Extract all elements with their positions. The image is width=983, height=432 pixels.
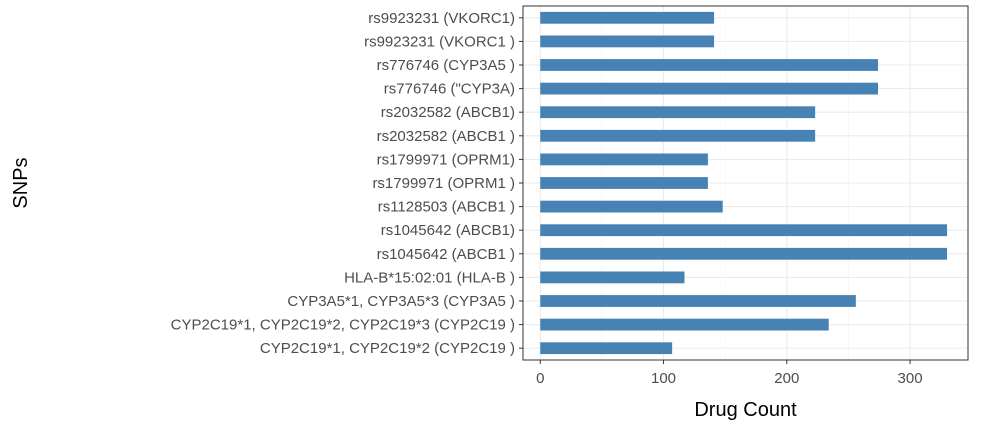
x-tick-label: 300 [898,370,923,387]
y-tick-label: rs1128503 (ABCB1 ) [378,199,515,216]
bar [540,295,856,307]
y-axis-title: SNPs [10,157,32,208]
bar [540,177,708,189]
bar [540,271,685,284]
y-tick-label: CYP3A5*1, CYP3A5*3 (CYP3A5 ) [287,293,515,310]
y-tick-label: rs1799971 (OPRM1) [377,151,515,168]
y-tick-label: rs2032582 (ABCB1 ) [377,128,515,145]
y-tick-label: rs2032582 (ABCB1) [381,104,515,121]
y-tick-label: rs1045642 (ABCB1) [381,222,515,239]
bar [540,35,715,48]
y-tick-label: CYP2C19*1, CYP2C19*2 (CYP2C19 ) [260,340,515,357]
bar [540,342,673,355]
x-tick-label: 200 [774,370,799,387]
y-tick-label: rs776746 (CYP3A5 ) [377,57,515,74]
y-tick-label: rs776746 ("CYP3A) [384,81,515,98]
y-axis: rs9923231 (VKORC1) rs9923231 (VKORC1 ) rs7… [171,10,523,357]
bar [540,59,879,71]
x-tick-label: 100 [651,370,676,387]
y-tick-label: rs1045642 (ABCB1 ) [377,246,515,263]
bar [540,106,816,119]
y-tick-label: CYP2C19*1, CYP2C19*2, CYP2C19*3 (CYP2C19… [171,317,515,334]
bars [540,11,948,355]
y-tick-label: rs9923231 (VKORC1 ) [364,33,515,50]
bar [540,200,723,213]
bar [540,82,879,95]
x-tick-label: 0 [536,370,544,387]
y-tick-label: HLA-B*15:02:01 (HLA-B ) [344,269,515,286]
x-axis: 0 100 200 300 [536,360,923,387]
bar [540,129,816,142]
y-tick-label: rs9923231 (VKORC1) [368,10,515,27]
bar [540,11,715,24]
bar [540,224,948,237]
bar [540,247,948,260]
bar [540,153,708,166]
y-tick-label: rs1799971 (OPRM1 ) [372,175,515,192]
x-axis-title: Drug Count [694,399,797,421]
bar [540,318,829,331]
